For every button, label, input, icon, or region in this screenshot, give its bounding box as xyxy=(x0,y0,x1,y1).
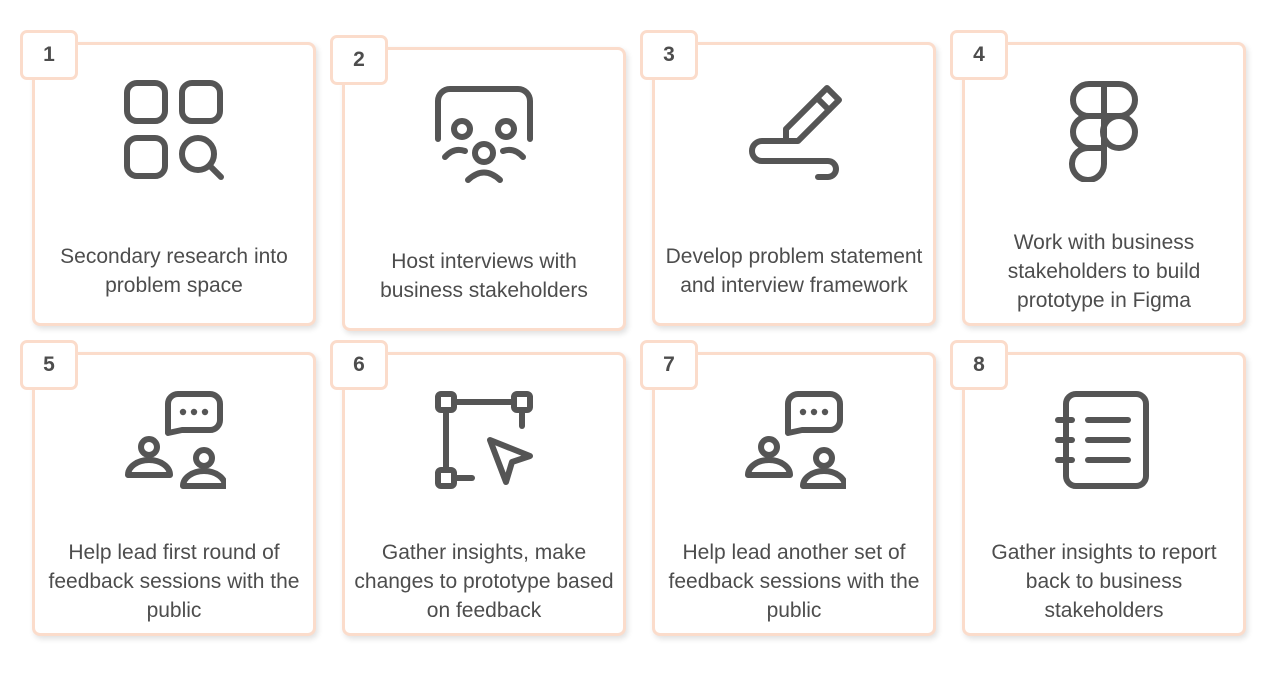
step-description: Host interviews with business stakeholde… xyxy=(380,250,588,302)
users-chat-icon xyxy=(742,388,846,492)
users-chat-icon xyxy=(122,388,226,492)
step-description: Work with business stakeholders to build… xyxy=(1007,230,1201,312)
presentation-audience-icon xyxy=(432,83,536,187)
step-4-card: 4 Work with business stakeholders to bui… xyxy=(950,30,1250,330)
step-description: Help lead first round of feedback sessio… xyxy=(48,540,300,622)
pencil-scribble-icon xyxy=(742,78,846,182)
step-number-badge: 2 xyxy=(330,35,388,85)
step-description: Gather insights, make changes to prototy… xyxy=(354,540,614,622)
step-1-card: 1 Secondary research into problem space xyxy=(20,30,320,330)
step-number-badge: 6 xyxy=(330,340,388,390)
step-description: Gather insights to report back to busine… xyxy=(991,540,1217,622)
step-description: Secondary research into problem space xyxy=(60,245,288,297)
step-6-card: 6 Gather insights, make changes to proto… xyxy=(330,340,630,640)
step-number-badge: 8 xyxy=(950,340,1008,390)
card-frame xyxy=(342,47,626,331)
notebook-icon xyxy=(1052,388,1156,492)
step-2-card: 2 Host interviews with business stakehol… xyxy=(330,35,630,335)
step-description: Develop problem statement and interview … xyxy=(665,245,923,297)
step-number-badge: 1 xyxy=(20,30,78,80)
card-frame xyxy=(652,352,936,636)
step-number-badge: 7 xyxy=(640,340,698,390)
step-8-card: 8 Gather insights to report back to busi… xyxy=(950,340,1250,640)
vector-cursor-icon xyxy=(432,388,536,492)
step-number-badge: 3 xyxy=(640,30,698,80)
step-5-card: 5 Help lead first round of feedback sess… xyxy=(20,340,320,640)
step-number-badge: 5 xyxy=(20,340,78,390)
step-number-badge: 4 xyxy=(950,30,1008,80)
card-frame xyxy=(32,42,316,326)
figma-icon xyxy=(1052,78,1156,182)
step-7-card: 7 Help lead another set of feedback sess… xyxy=(640,340,940,640)
step-3-card: 3 Develop problem statement and intervie… xyxy=(640,30,940,330)
card-frame xyxy=(652,42,936,326)
card-frame xyxy=(32,352,316,636)
step-description: Help lead another set of feedback sessio… xyxy=(668,540,920,622)
grid-search-icon xyxy=(122,78,226,182)
card-frame xyxy=(962,352,1246,636)
